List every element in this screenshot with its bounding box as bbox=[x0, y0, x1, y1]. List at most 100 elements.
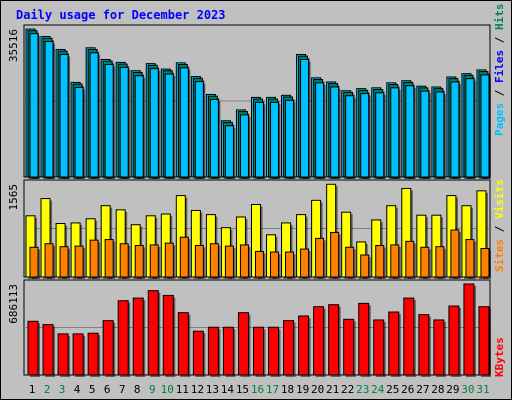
day-label: 20 bbox=[311, 383, 324, 396]
hits-legend: Pages / Files / Hits bbox=[493, 4, 506, 137]
pages-bar bbox=[44, 41, 54, 178]
kbytes-bar bbox=[373, 319, 385, 376]
day-label: 11 bbox=[176, 383, 189, 396]
sites-bar bbox=[29, 246, 39, 278]
pages-bar bbox=[119, 66, 129, 178]
pages-bar bbox=[149, 68, 159, 178]
sites-bar bbox=[164, 242, 174, 278]
day-label: 1 bbox=[29, 383, 36, 396]
visits-max-tick: 1565 bbox=[7, 184, 20, 211]
kbytes-bar bbox=[27, 320, 39, 376]
sites-bar bbox=[270, 251, 280, 278]
kbytes-bar bbox=[388, 311, 400, 376]
sites-bar bbox=[254, 250, 264, 278]
pages-bar bbox=[270, 101, 280, 178]
pages-bar bbox=[360, 93, 370, 178]
pages-bar bbox=[330, 86, 340, 178]
pages-bar bbox=[89, 52, 99, 178]
day-label: 26 bbox=[401, 383, 414, 396]
kbytes-bar bbox=[313, 306, 325, 376]
sites-bar bbox=[375, 245, 385, 278]
day-label: 9 bbox=[149, 383, 156, 396]
sites-bar bbox=[179, 236, 189, 278]
day-label: 17 bbox=[266, 383, 279, 396]
kbytes-bar bbox=[132, 297, 144, 376]
kbytes-bar bbox=[298, 315, 310, 376]
kbytes-bar bbox=[418, 314, 430, 376]
kbytes-bar bbox=[328, 304, 340, 376]
sites-bar bbox=[330, 231, 340, 278]
pages-bar bbox=[239, 114, 249, 178]
day-label: 28 bbox=[431, 383, 444, 396]
sites-bar bbox=[209, 243, 219, 278]
pages-bar bbox=[254, 101, 264, 178]
day-label: 30 bbox=[461, 383, 474, 396]
kbytes-bar bbox=[162, 294, 174, 376]
kbytes-bar bbox=[117, 300, 129, 376]
day-label: 29 bbox=[446, 383, 459, 396]
sites-bar bbox=[405, 240, 415, 278]
kbytes-bar bbox=[102, 320, 114, 376]
pages-bar bbox=[420, 90, 430, 178]
pages-bar bbox=[480, 74, 490, 178]
kbytes-bar bbox=[222, 326, 234, 376]
sites-bar bbox=[224, 245, 234, 278]
kbytes-bar bbox=[237, 312, 249, 376]
kbytes-bar bbox=[147, 290, 159, 376]
kbytes-bar bbox=[252, 326, 264, 376]
sites-bar bbox=[149, 244, 159, 278]
sites-bar bbox=[89, 239, 99, 278]
day-label: 18 bbox=[281, 383, 294, 396]
sites-bar bbox=[345, 246, 355, 278]
kbytes-bar bbox=[192, 330, 204, 376]
pages-bar bbox=[179, 67, 189, 178]
day-label: 6 bbox=[104, 383, 111, 396]
sites-bar bbox=[119, 243, 129, 278]
sites-bar bbox=[315, 237, 325, 278]
kbytes-max-tick: 686113 bbox=[7, 284, 20, 324]
kbytes-bar bbox=[57, 333, 69, 376]
pages-bar bbox=[164, 73, 174, 178]
pages-bar bbox=[450, 81, 460, 178]
pages-bar bbox=[59, 53, 69, 178]
sites-bar bbox=[74, 245, 84, 278]
visits-legend: Sites / Visits bbox=[493, 179, 506, 272]
kbytes-bar bbox=[207, 326, 219, 376]
day-label: 21 bbox=[326, 383, 339, 396]
sites-bar bbox=[465, 239, 475, 278]
sites-bar bbox=[44, 243, 54, 278]
sites-bar bbox=[194, 245, 204, 278]
sites-bar bbox=[450, 229, 460, 278]
pages-bar bbox=[29, 33, 39, 178]
day-label: 13 bbox=[206, 383, 219, 396]
pages-bar bbox=[224, 125, 234, 178]
pages-bar bbox=[435, 91, 445, 178]
kbytes-bar bbox=[433, 319, 445, 376]
day-label: 5 bbox=[89, 383, 96, 396]
chart-title: Daily usage for December 2023 bbox=[16, 8, 226, 22]
kbytes-bar bbox=[268, 326, 280, 376]
kbytes-bar bbox=[403, 297, 415, 376]
kbytes-bar bbox=[478, 306, 490, 376]
day-label: 15 bbox=[236, 383, 249, 396]
sites-bar bbox=[360, 254, 370, 278]
sites-bar bbox=[435, 246, 445, 278]
kbytes-legend: KBytes bbox=[493, 337, 506, 377]
day-label: 2 bbox=[44, 383, 51, 396]
kbytes-bar bbox=[448, 305, 460, 376]
day-label: 8 bbox=[134, 383, 141, 396]
pages-bar bbox=[375, 92, 385, 178]
kbytes-bar bbox=[343, 318, 355, 376]
day-label: 12 bbox=[191, 383, 204, 396]
sites-bar bbox=[390, 244, 400, 278]
day-label: 27 bbox=[416, 383, 429, 396]
kbytes-bar bbox=[358, 302, 370, 376]
sites-bar bbox=[300, 248, 310, 278]
pages-bar bbox=[315, 82, 325, 178]
day-label: 16 bbox=[251, 383, 264, 396]
day-label: 24 bbox=[371, 383, 385, 396]
day-label: 23 bbox=[356, 383, 369, 396]
sites-bar bbox=[285, 251, 295, 278]
hits-max-tick: 35516 bbox=[7, 29, 20, 62]
